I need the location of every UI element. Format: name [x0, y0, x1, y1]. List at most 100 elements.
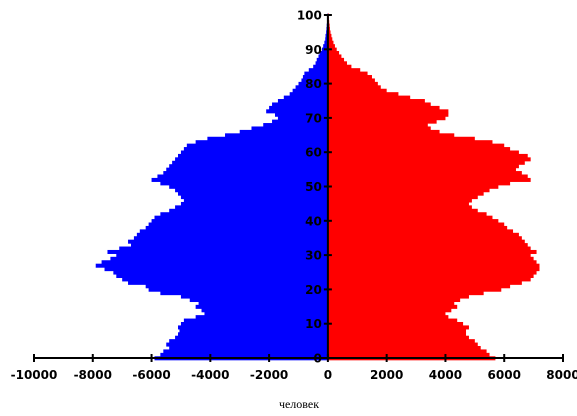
bar-right-age-50 — [327, 184, 499, 189]
bar-left-age-91 — [323, 44, 328, 49]
bar-left-age-29 — [110, 256, 328, 261]
bar-left-age-63 — [195, 140, 328, 145]
axes-layer: -10000 -8000 -6000 -4000 -2000 0 2000 4000 6000 8… — [11, 9, 577, 383]
bar-right-age-67 — [327, 126, 431, 131]
bar-left-age-82 — [302, 75, 328, 80]
bar-left-age-67 — [251, 126, 328, 131]
bar-right-age-94 — [327, 33, 332, 38]
bar-right-age-13 — [327, 311, 446, 316]
bar-right-age-2 — [327, 349, 487, 354]
bar-left-age-5 — [169, 339, 328, 344]
bar-right-age-65 — [327, 133, 455, 138]
bar-right-age-27 — [327, 263, 540, 268]
bar-left-age-16 — [198, 301, 328, 306]
bar-left-age-84 — [308, 68, 328, 73]
bar-right-age-70 — [327, 116, 446, 121]
bar-left-age-60 — [180, 150, 328, 155]
bar-right-age-35 — [327, 236, 522, 241]
bar-left-age-79 — [295, 85, 328, 90]
bar-left-age-18 — [180, 294, 328, 299]
bar-left-age-87 — [316, 57, 328, 62]
bar-right-age-55 — [327, 167, 516, 172]
x-tick-label--6000: -6000 — [132, 368, 170, 382]
bar-right-age-88 — [327, 54, 342, 59]
bar-right-age-33 — [327, 243, 528, 248]
bar-right-age-61 — [327, 147, 511, 152]
bar-right-age-24 — [327, 273, 534, 278]
bar-right-age-91 — [327, 44, 335, 49]
bar-left-age-49 — [175, 188, 328, 193]
bar-right-age-29 — [327, 256, 534, 261]
bar-left-age-43 — [169, 208, 328, 213]
bar-right-age-12 — [327, 315, 449, 320]
bar-right-age-53 — [327, 174, 528, 179]
bar-left-age-27 — [95, 263, 328, 268]
bar-left-age-36 — [136, 232, 328, 237]
bar-right-age-40 — [327, 219, 499, 224]
bar-left-age-28 — [101, 260, 328, 265]
bar-left-age-11 — [183, 318, 328, 323]
bar-left-age-53 — [157, 174, 328, 179]
bar-left-age-34 — [128, 239, 328, 244]
bar-left-age-78 — [292, 88, 328, 93]
bar-right-age-39 — [327, 222, 505, 227]
x-tick-label-8000: 8000 — [546, 368, 577, 382]
bar-right-age-6 — [327, 335, 469, 340]
bar-left-age-19 — [160, 291, 328, 296]
bar-left-age-9 — [178, 325, 328, 330]
bar-right-age-96 — [327, 27, 330, 32]
y-tick-label-80: 80 — [305, 77, 322, 91]
bar-left-age-14 — [201, 308, 328, 313]
y-tick-label-0: 0 — [314, 352, 322, 366]
bar-left-age-56 — [169, 164, 328, 169]
bar-left-age-70 — [277, 116, 328, 121]
bar-left-age-85 — [313, 64, 328, 69]
bar-left-age-32 — [119, 246, 328, 251]
bar-left-age-50 — [169, 184, 328, 189]
y-tick-label-70: 70 — [305, 111, 322, 125]
bar-right-age-14 — [327, 308, 452, 313]
bar-right-age-84 — [327, 68, 361, 73]
bar-right-age-44 — [327, 205, 472, 210]
bar-left-age-62 — [186, 143, 328, 148]
bar-left-age-42 — [160, 212, 328, 217]
bar-right-age-69 — [327, 119, 437, 124]
x-tick-label-4000: 4000 — [429, 368, 462, 382]
bar-left-age-61 — [183, 147, 328, 152]
bar-right-age-30 — [327, 253, 531, 258]
bar-left-age-71 — [274, 112, 328, 117]
bar-right-age-49 — [327, 188, 490, 193]
bar-right-age-45 — [327, 201, 469, 206]
bar-right-age-38 — [327, 225, 508, 230]
bar-right-age-47 — [327, 195, 478, 200]
bar-left-age-69 — [272, 119, 328, 124]
bar-right-age-9 — [327, 325, 469, 330]
bar-left-age-52 — [151, 177, 328, 182]
bar-right-age-76 — [327, 95, 411, 100]
bar-left-age-41 — [154, 215, 328, 220]
bar-left-age-51 — [160, 181, 328, 186]
bar-left-age-23 — [122, 277, 328, 282]
bar-right-age-32 — [327, 246, 531, 251]
bar-right-age-46 — [327, 198, 472, 203]
bar-right-age-63 — [327, 140, 493, 145]
bar-left-age-57 — [172, 160, 328, 165]
bar-right-age-79 — [327, 85, 381, 90]
bar-right-age-8 — [327, 328, 467, 333]
bar-right-age-37 — [327, 229, 514, 234]
bar-left-age-73 — [269, 105, 328, 110]
bar-left-age-17 — [189, 297, 328, 303]
bar-right-age-78 — [327, 88, 387, 93]
y-tick-label-60: 60 — [305, 146, 322, 160]
bar-right-age-80 — [327, 81, 378, 86]
bar-right-age-73 — [327, 105, 440, 110]
bar-right-age-72 — [327, 109, 449, 114]
bar-left-age-77 — [289, 92, 328, 97]
y-tick-label-40: 40 — [305, 214, 322, 228]
bar-right-age-17 — [327, 297, 461, 303]
bar-right-age-22 — [327, 280, 522, 285]
bar-right-age-16 — [327, 301, 455, 306]
bar-left-age-24 — [116, 273, 328, 278]
bar-right-age-26 — [327, 267, 540, 272]
